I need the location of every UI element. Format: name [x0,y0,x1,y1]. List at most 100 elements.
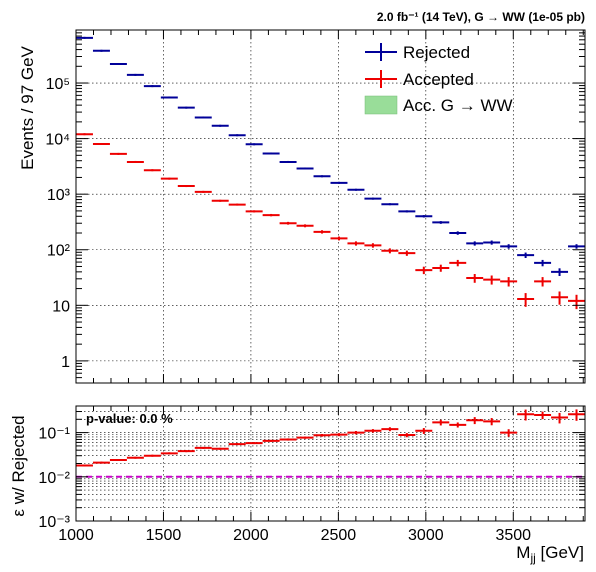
ratio-point [432,419,450,426]
ratio-point [76,464,93,467]
ratio-point [449,422,467,428]
accepted-point [177,185,195,188]
accepted-point [466,274,484,283]
ratio-point [313,434,331,437]
rejected-point [330,181,348,184]
ratio-series-layer [76,409,585,467]
accepted-point [126,160,144,163]
ratio-point [466,417,484,425]
ratio-point [534,411,552,420]
ratio-point [296,436,314,439]
ratio-point [330,433,348,437]
rejected-point [245,143,263,146]
legend-entry-signal-swatch [364,95,398,115]
ratio-point [245,442,263,445]
rejected-point [517,252,535,258]
rejected-point [228,134,246,137]
x-tick-label: 1500 [146,527,182,544]
accepted-point [262,213,280,217]
legend-entry-signal: Acc. G → WW [364,95,513,115]
accepted-point [364,243,382,248]
accepted-point [228,203,246,206]
ratio-y-tick-label: 10⁻¹ [38,426,70,443]
main-y-tick-label: 10⁴ [45,132,70,149]
accepted-point [330,236,348,241]
rejected-point [449,231,467,235]
rejected-point [262,152,280,155]
accepted-point [245,210,263,213]
accepted-point [143,169,161,172]
main-y-tick-label: 10⁵ [46,76,70,93]
x-tick-label: 2000 [233,527,269,544]
accepted-point [483,275,501,285]
rejected-point [483,240,501,245]
ratio-point [483,418,501,426]
main-y-axis-label: Events / 97 GeV [18,45,37,169]
accepted-point [381,248,399,254]
rejected-point [398,210,416,213]
ratio-point [347,430,365,435]
accepted-point [551,291,569,305]
chart-title: 2.0 fb⁻¹ (14 TeV), G → WW (1e-05 pb) [377,10,585,24]
main-y-tick-label: 10² [47,243,71,260]
ratio-panel: 1000 1500 2000 2500 3000 3500 10⁻³ 10⁻² 10⁻¹ p-v… [9,405,586,565]
rejected-point [364,197,382,200]
ratio-point [364,429,382,433]
ratio-point [194,446,212,449]
x-tick-label: 1000 [58,527,94,544]
accepted-point [76,133,93,136]
ratio-point [262,439,280,442]
ratio-point [551,412,569,424]
legend-entry-rejected-label: Rejected [403,43,470,62]
rejected-point [432,221,450,224]
rejected-point [500,244,518,249]
ratio-point [398,433,416,438]
ratio-point [415,428,433,434]
ratio-point [126,456,144,459]
rejected-point [143,85,161,88]
ratio-point [500,429,518,437]
ratio-point [228,443,246,446]
main-gridlines [75,30,585,383]
rejected-point [296,167,314,170]
legend-entry-accepted: Accepted [365,70,474,89]
main-axis-ticks: 1 10 10² 10³ 10⁴ 10⁵ [45,29,585,384]
rejected-point [177,106,195,109]
ratio-point [143,454,161,457]
main-y-tick-label: 10 [52,298,70,315]
accepted-point [313,230,331,234]
main-panel: 1 10 10² 10³ 10⁴ 10⁵ Events / 97 GeV Rejected… [18,29,586,384]
ratio-y-tick-label: 10⁻³ [38,514,70,531]
accepted-point [500,277,518,287]
main-y-tick-label: 1 [61,354,70,371]
ratio-point [517,409,535,421]
rejected-point [415,215,433,218]
accepted-point [211,199,229,202]
rejected-point [551,268,569,277]
accepted-point [517,293,535,307]
ratio-y-axis-label: ε w/ Rejected [9,415,28,516]
rejected-point [313,175,331,178]
legend-entry-rejected: Rejected [365,43,470,62]
rejected-point [568,244,585,249]
accepted-point [534,277,552,287]
ratio-point [381,427,399,432]
main-y-tick-label: 10³ [47,187,71,204]
accepted-point [194,190,212,193]
accepted-point [92,142,110,145]
rejected-point [279,160,297,163]
ratio-point [92,461,110,464]
rejected-point [381,203,399,206]
rejected-point [109,62,127,65]
legend-entry-accepted-label: Accepted [403,70,474,89]
x-tick-label: 2500 [321,527,357,544]
legend-entry-signal-label: Acc. G → WW [403,96,513,115]
accepted-point [415,266,433,275]
x-tick-label: 3000 [408,527,444,544]
ratio-point [211,447,229,450]
accepted-point [568,294,585,310]
rejected-point [347,188,365,191]
accepted-point [398,250,416,256]
ratio-y-tick-label: 10⁻² [38,470,70,487]
